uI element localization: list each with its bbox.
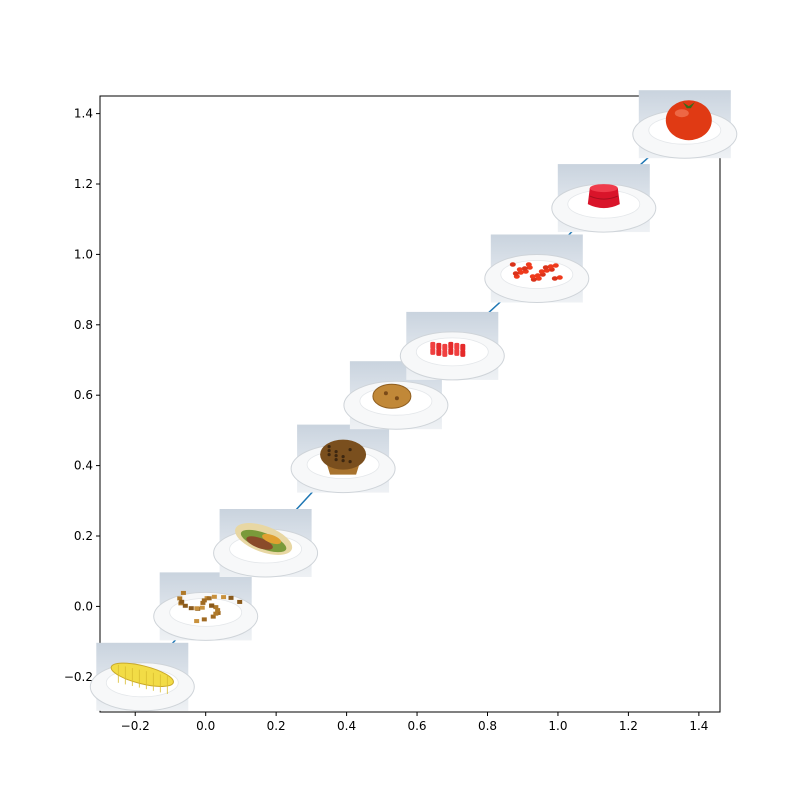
tomato-plate-icon — [632, 90, 738, 159]
x-tick-label: 0.0 — [196, 719, 215, 733]
y-tick-label: 0.4 — [74, 459, 93, 473]
x-tick-label: 0.4 — [337, 719, 356, 733]
muffin-plate-icon — [290, 424, 396, 494]
plot-frame — [99, 95, 721, 713]
corn-plate-icon — [89, 642, 195, 712]
red-beans-plate-icon — [484, 234, 590, 303]
y-tick-label: 0.8 — [74, 318, 93, 332]
hash-browns-plate-icon — [153, 572, 259, 641]
x-tick-label: 1.4 — [689, 719, 708, 733]
y-tick-label: −0.2 — [64, 670, 93, 684]
x-tick-label: 1.2 — [619, 719, 638, 733]
y-tick-label: 0.6 — [74, 388, 93, 402]
y-tick-label: 1.2 — [74, 177, 93, 191]
x-tick-label: 1.0 — [548, 719, 567, 733]
x-tick-label: 0.6 — [407, 719, 426, 733]
gummy-candy-plate-icon — [399, 311, 505, 381]
jello-plate-icon — [551, 164, 657, 233]
y-tick-label: 1.0 — [74, 247, 93, 261]
x-tick-label: 0.2 — [267, 719, 286, 733]
cookie-plate-icon — [343, 361, 449, 430]
taco-plate-icon — [213, 509, 319, 578]
x-tick-label: −0.2 — [121, 719, 150, 733]
y-tick-label: 1.4 — [74, 107, 93, 121]
y-tick-label: 0.2 — [74, 529, 93, 543]
y-tick-label: 0.0 — [74, 599, 93, 613]
x-tick-label: 0.8 — [478, 719, 497, 733]
